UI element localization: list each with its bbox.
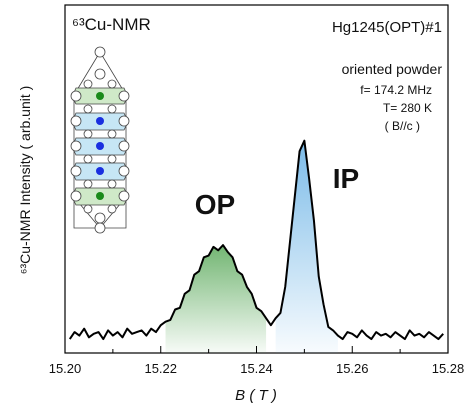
- x-axis-label: B ( T ): [235, 387, 277, 404]
- y-axis-label: ⁶³Cu-NMR Intensity ( arb.unit ): [17, 86, 33, 275]
- x-tick-label: 15.22: [144, 361, 177, 376]
- annotation: T= 280 K: [383, 101, 432, 115]
- x-tick-label: 15.28: [432, 361, 465, 376]
- peak-label: IP: [333, 163, 359, 194]
- x-tick-label: 15.20: [49, 361, 82, 376]
- peak-label: OP: [195, 189, 235, 220]
- spectrum-line: [68, 139, 444, 341]
- crystal-structure: [70, 46, 130, 234]
- annotation: oriented powder: [342, 61, 443, 77]
- annotation: ( B//c ): [385, 119, 420, 133]
- peak-fill: [275, 140, 338, 353]
- x-tick-label: 15.24: [240, 361, 273, 376]
- peak-fill: [165, 245, 267, 353]
- annotation: f= 174.2 MHz: [360, 83, 432, 97]
- chart-title: ⁶³Cu-NMR: [72, 15, 151, 34]
- x-tick-label: 15.26: [336, 361, 369, 376]
- sample-label: Hg1245(OPT)#1: [332, 19, 442, 36]
